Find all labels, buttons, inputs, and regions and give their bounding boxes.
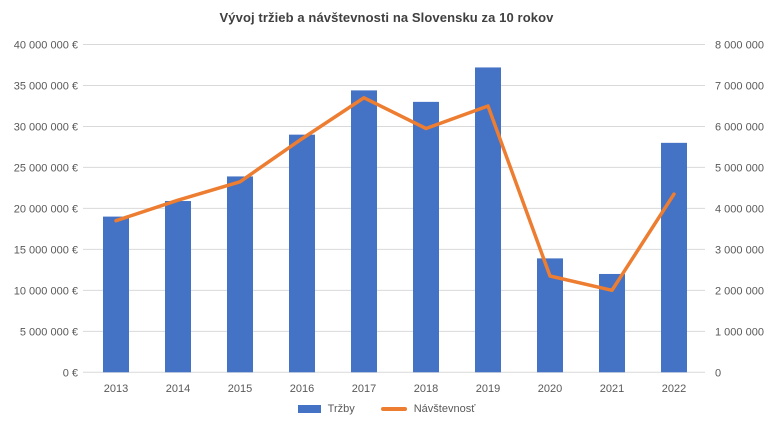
- bar-2017[interactable]: [351, 90, 377, 373]
- left-axis-tick-label: 0 €: [63, 367, 78, 379]
- x-axis-category-label: 2020: [538, 383, 562, 395]
- right-axis-tick-label: 1 000 000: [715, 326, 764, 338]
- right-axis-tick-label: 7 000 000: [715, 80, 764, 92]
- chart-title: Vývoj tržieb a návštevnosti na Slovensku…: [219, 10, 554, 25]
- legend-line-swatch-icon: [380, 407, 407, 411]
- bar-2014[interactable]: [165, 201, 191, 373]
- left-axis-tick-label: 15 000 000 €: [14, 244, 78, 256]
- right-axis-tick-label: 4 000 000: [715, 203, 764, 215]
- bar-2019[interactable]: [475, 67, 501, 373]
- x-axis-category-label: 2016: [290, 383, 314, 395]
- bar-2016[interactable]: [289, 134, 315, 373]
- bar-2015[interactable]: [227, 176, 253, 373]
- x-axis-category-label: 2022: [662, 383, 686, 395]
- left-axis-tick-label: 10 000 000 €: [14, 285, 78, 297]
- x-axis-category-label: 2018: [414, 383, 438, 395]
- left-axis-tick-label: 5 000 000 €: [20, 326, 78, 338]
- bar-2022[interactable]: [661, 142, 687, 373]
- bar-2013[interactable]: [103, 216, 129, 373]
- legend-bar-swatch-icon: [297, 405, 321, 413]
- legend-label-trzby: Tržby: [327, 403, 355, 415]
- left-axis-tick-label: 35 000 000 €: [14, 80, 78, 92]
- x-axis-category-label: 2014: [166, 383, 190, 395]
- legend-label-navstevnost: Návštevnosť: [413, 403, 476, 415]
- right-axis-tick-label: 6 000 000: [715, 121, 764, 133]
- right-axis-tick-label: 3 000 000: [715, 244, 764, 256]
- left-axis-tick-label: 25 000 000 €: [14, 162, 78, 174]
- x-axis-category-label: 2015: [228, 383, 252, 395]
- right-axis-tick-label: 8 000 000: [715, 40, 764, 52]
- legend-item-trzby[interactable]: Tržby: [297, 403, 355, 415]
- right-axis-tick-label: 0: [715, 367, 721, 379]
- line-series-navstevnost[interactable]: [114, 96, 676, 293]
- x-axis-category-label: 2021: [600, 383, 624, 395]
- bar-2018[interactable]: [413, 101, 439, 373]
- left-axis-tick-label: 20 000 000 €: [14, 203, 78, 215]
- x-axis-category-label: 2013: [104, 383, 128, 395]
- left-axis-tick-label: 30 000 000 €: [14, 121, 78, 133]
- legend-item-navstevnost[interactable]: Návštevnosť: [380, 403, 476, 415]
- x-axis-category-label: 2017: [352, 383, 376, 395]
- right-axis-tick-label: 5 000 000: [715, 162, 764, 174]
- x-axis-category-label: 2019: [476, 383, 500, 395]
- left-axis-tick-label: 40 000 000 €: [14, 40, 78, 52]
- legend: Tržby Návštevnosť: [0, 400, 773, 418]
- right-axis-tick-label: 2 000 000: [715, 285, 764, 297]
